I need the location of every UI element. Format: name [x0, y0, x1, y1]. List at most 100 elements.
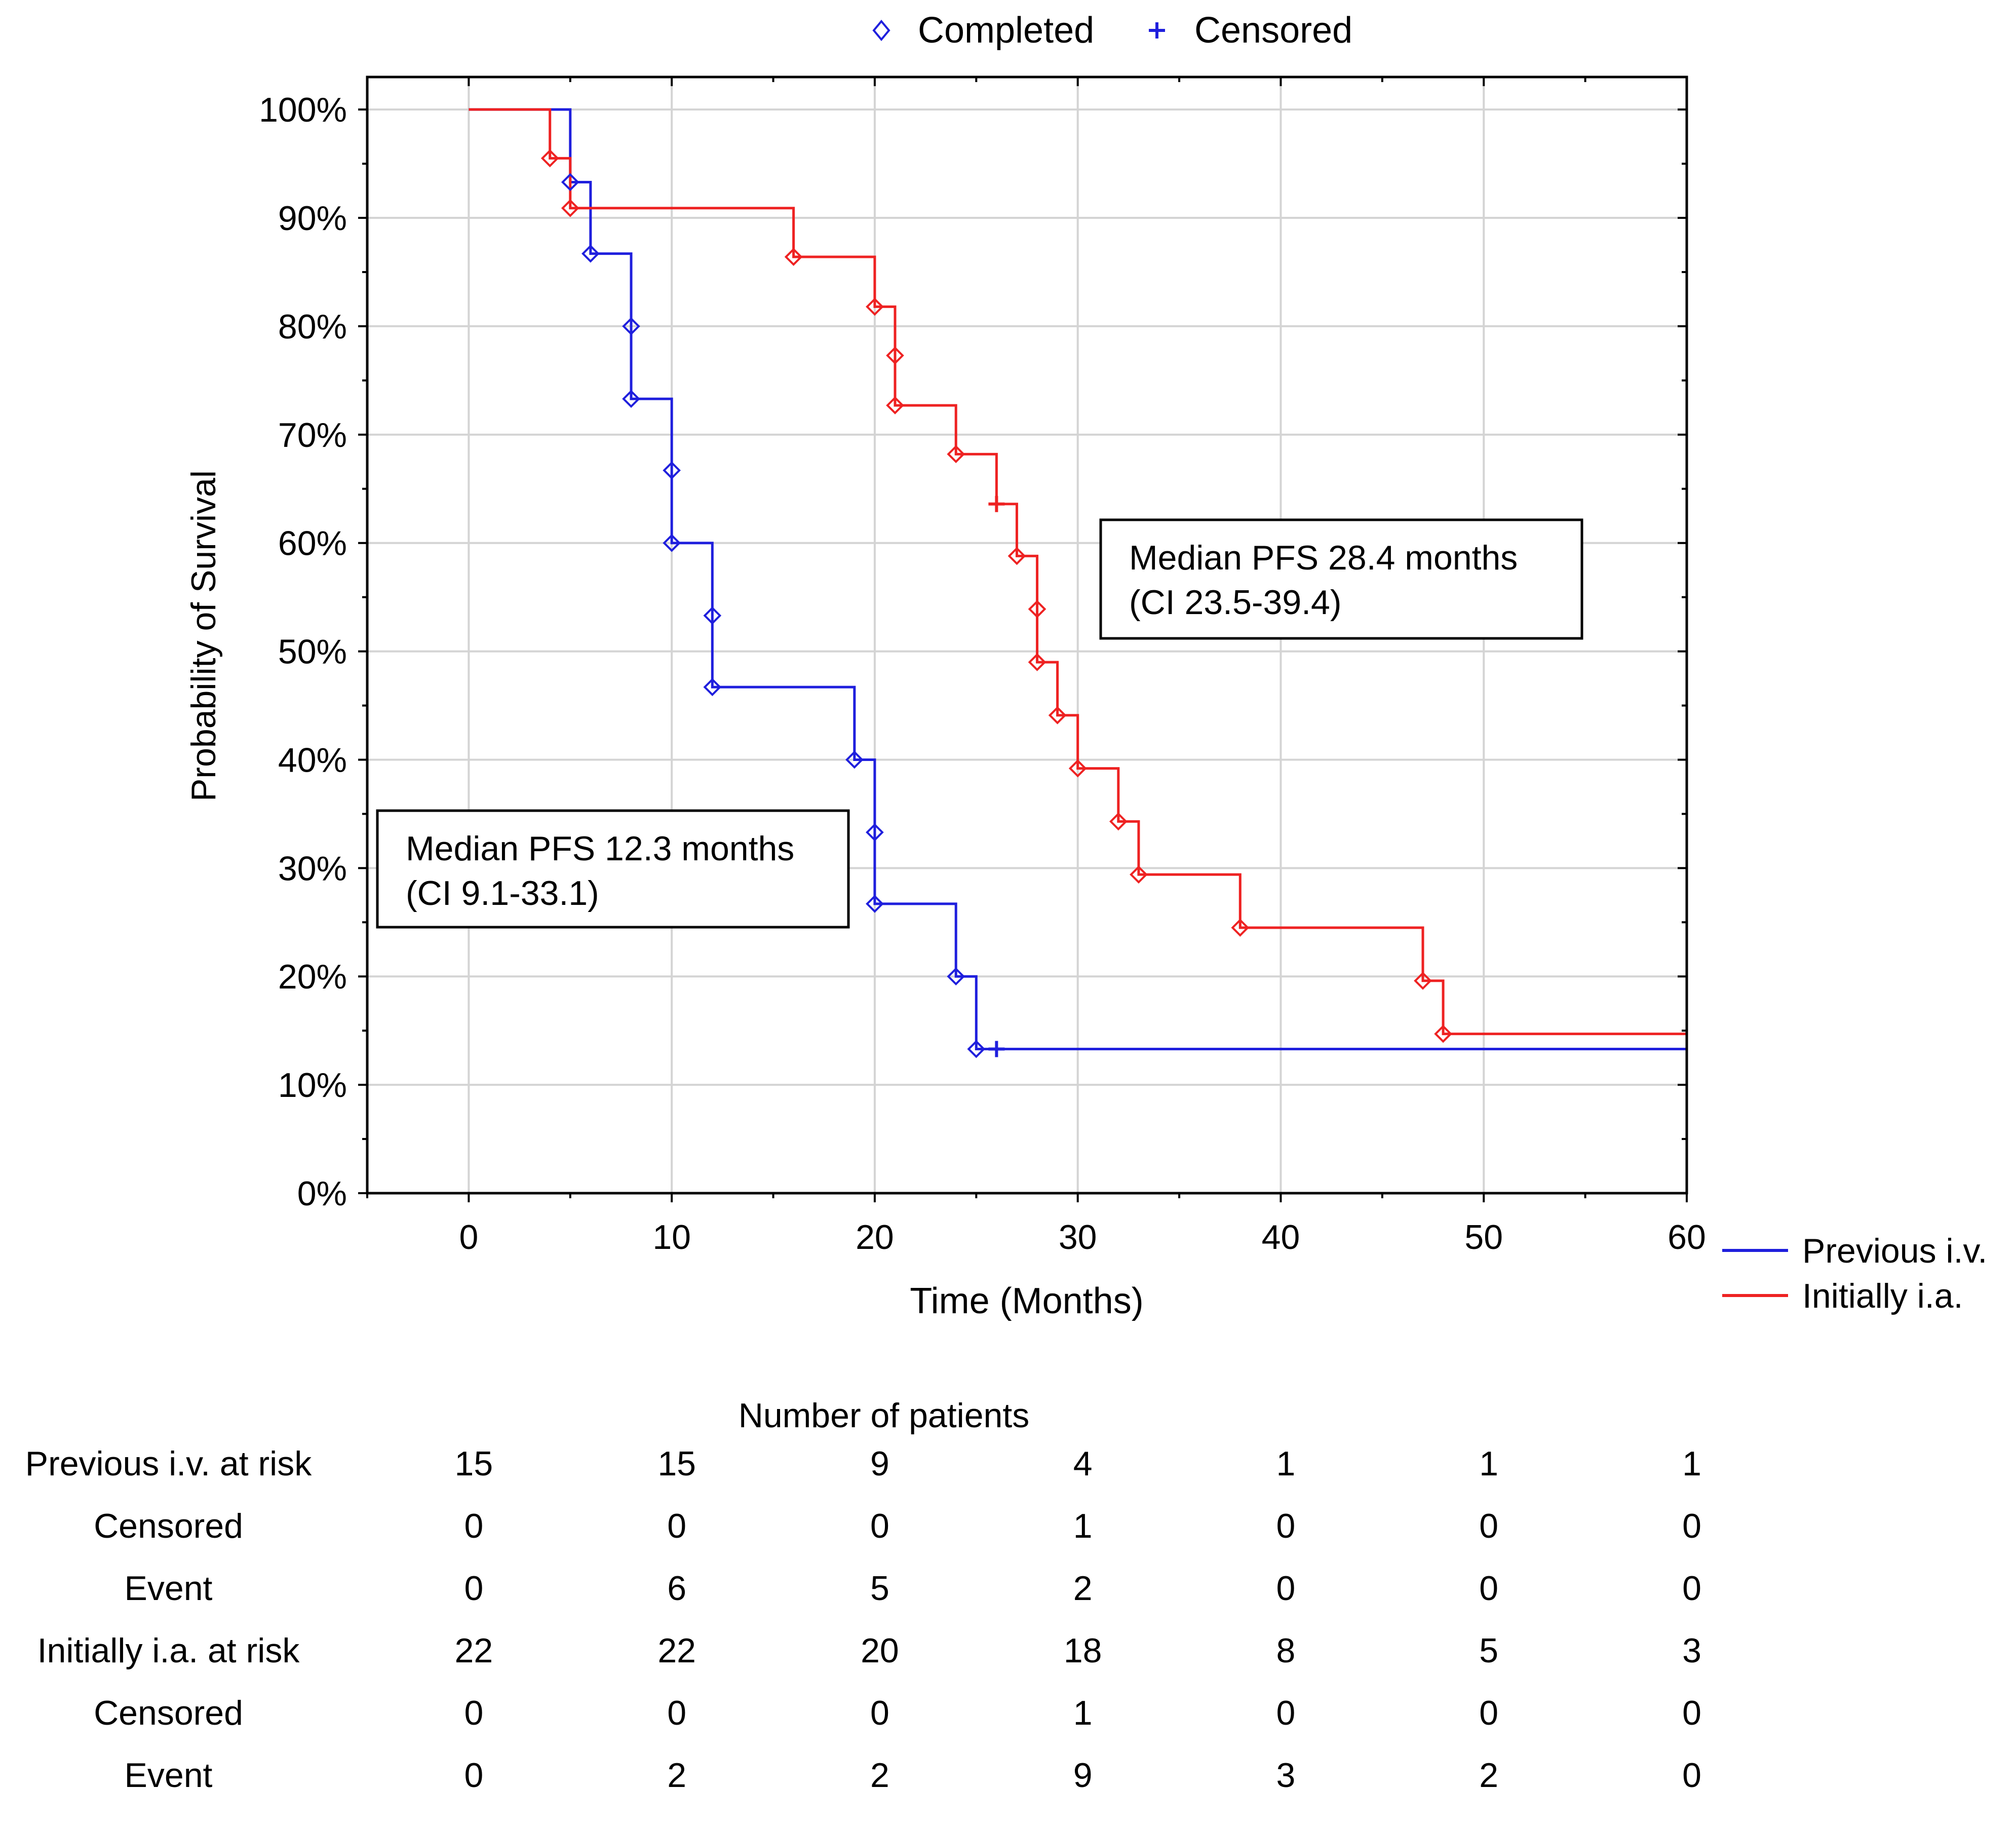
event-marker: [663, 534, 681, 552]
risk-cell: 8: [1276, 1631, 1296, 1670]
risk-cell: 15: [657, 1444, 696, 1483]
risk-cell: 2: [667, 1756, 687, 1795]
event-marker: [1068, 759, 1087, 778]
risk-cell: 0: [464, 1507, 484, 1545]
risk-cell: 1: [1682, 1444, 1701, 1483]
y-tick-label: 100%: [259, 91, 347, 129]
risk-cell: 4: [1073, 1444, 1093, 1483]
event-marker: [581, 244, 600, 263]
event-marker: [886, 346, 904, 365]
event-marker: [967, 1040, 986, 1058]
y-tick-labels: 0% 10% 20% 30% 40% 50% 60% 70% 80% 90% 100%: [259, 91, 347, 1213]
risk-cell: 9: [1073, 1756, 1093, 1795]
event-marker: [1109, 812, 1128, 831]
censored-marker: [988, 1041, 1005, 1057]
marker-layer: [540, 149, 1452, 1058]
risk-row-label: Event: [124, 1756, 213, 1795]
risk-cell: 0: [1276, 1569, 1296, 1608]
risk-row-label: Initially i.a. at risk: [37, 1631, 300, 1670]
legend-completed-diamond-icon: [872, 19, 890, 42]
y-tick-label: 10%: [278, 1066, 347, 1105]
risk-cell: 3: [1682, 1631, 1701, 1670]
y-tick-label: 60%: [278, 524, 347, 563]
risk-cell: 0: [1276, 1694, 1296, 1732]
risk-cell: 22: [454, 1631, 493, 1670]
risk-cell: 5: [870, 1569, 889, 1608]
risk-cell: 18: [1063, 1631, 1102, 1670]
risk-cell: 0: [870, 1507, 889, 1545]
risk-cell: 20: [861, 1631, 899, 1670]
y-tick-label: 40%: [278, 741, 347, 779]
risk-row: Censored 0 0 0 1 0 0 0: [0, 1499, 2016, 1554]
risk-cell: 0: [667, 1507, 687, 1545]
risk-row-label: Censored: [94, 1507, 243, 1545]
risk-row-label: Previous i.v. at risk: [25, 1444, 312, 1483]
risk-cell: 3: [1276, 1756, 1296, 1795]
event-marker: [561, 173, 579, 192]
y-tick-label: 70%: [278, 416, 347, 454]
median-pfs-line2: (CI 9.1-33.1): [406, 874, 599, 912]
series-line-0: [469, 108, 1687, 1051]
risk-row: Initially i.a. at risk 22 22 20 18 8 5 3: [0, 1623, 2016, 1679]
risk-cell: 15: [454, 1444, 493, 1483]
risk-row: Event 0 6 5 2 0 0 0: [0, 1561, 2016, 1617]
y-tick-label: 80%: [278, 308, 347, 346]
risk-cell: 9: [870, 1444, 889, 1483]
risk-cell: 1: [1073, 1694, 1093, 1732]
event-marker: [1028, 653, 1046, 671]
risk-cell: 6: [667, 1569, 687, 1608]
x-axis-label: Time (Months): [910, 1281, 1143, 1321]
risk-table-title: Number of patients: [738, 1396, 1030, 1435]
event-marker: [622, 390, 640, 408]
series-layer: [469, 108, 1687, 1051]
legend-censored-label: Censored: [1194, 10, 1352, 51]
median-pfs-line2: (CI 23.5-39.4): [1129, 583, 1342, 622]
event-marker: [947, 445, 965, 464]
risk-cell: 0: [870, 1694, 889, 1732]
event-marker: [540, 149, 559, 168]
event-marker: [784, 248, 803, 266]
risk-cell: 2: [1479, 1756, 1499, 1795]
series-line-1: [469, 108, 1687, 1036]
event-marker: [1434, 1024, 1452, 1043]
x-tick-label: 50: [1464, 1218, 1503, 1257]
marker-legend: Completed Censored: [872, 10, 1352, 51]
risk-row-label: Event: [124, 1569, 213, 1608]
y-axis-label: Probability of Survival: [184, 470, 223, 802]
risk-row: Censored 0 0 0 1 0 0 0: [0, 1686, 2016, 1741]
risk-cell: 0: [667, 1694, 687, 1732]
risk-cell: 0: [1682, 1756, 1701, 1795]
x-tick-label: 60: [1668, 1218, 1706, 1257]
median-pfs-box: Median PFS 12.3 months (CI 9.1-33.1): [376, 809, 850, 929]
y-tick-label: 50%: [278, 633, 347, 671]
event-marker: [866, 297, 884, 316]
risk-row: Previous i.v. at risk 15 15 9 4 1 1 1: [0, 1436, 2016, 1492]
y-tick-label: 90%: [278, 199, 347, 238]
event-marker: [622, 317, 640, 335]
event-marker: [1231, 919, 1250, 937]
y-tick-label: 20%: [278, 958, 347, 996]
risk-cell: 0: [1682, 1507, 1701, 1545]
plot-frame: [366, 75, 1688, 1195]
x-tick-label: 10: [652, 1218, 691, 1257]
event-marker: [1048, 706, 1067, 725]
legend-censored-plus-icon: [1149, 22, 1165, 39]
risk-row-label: Censored: [94, 1694, 243, 1732]
risk-cell: 0: [1479, 1694, 1499, 1732]
censored-marker: [988, 496, 1005, 512]
risk-cell: 22: [657, 1631, 696, 1670]
event-marker: [1007, 547, 1026, 565]
risk-cell: 2: [870, 1756, 889, 1795]
risk-cell: 1: [1479, 1444, 1499, 1483]
risk-cell: 0: [464, 1569, 484, 1608]
event-marker: [866, 823, 884, 842]
risk-cell: 1: [1073, 1507, 1093, 1545]
risk-cell: 1: [1276, 1444, 1296, 1483]
event-marker: [886, 396, 904, 414]
event-marker: [561, 199, 579, 217]
risk-cell: 0: [464, 1694, 484, 1732]
median-pfs-line1: Median PFS 28.4 months: [1129, 539, 1518, 577]
survival-chart: Median PFS 28.4 months (CI 23.5-39.4) Medi…: [184, 10, 1987, 1321]
risk-row: Event 0 2 2 9 3 2 0: [0, 1748, 2016, 1804]
event-marker: [1028, 600, 1046, 618]
